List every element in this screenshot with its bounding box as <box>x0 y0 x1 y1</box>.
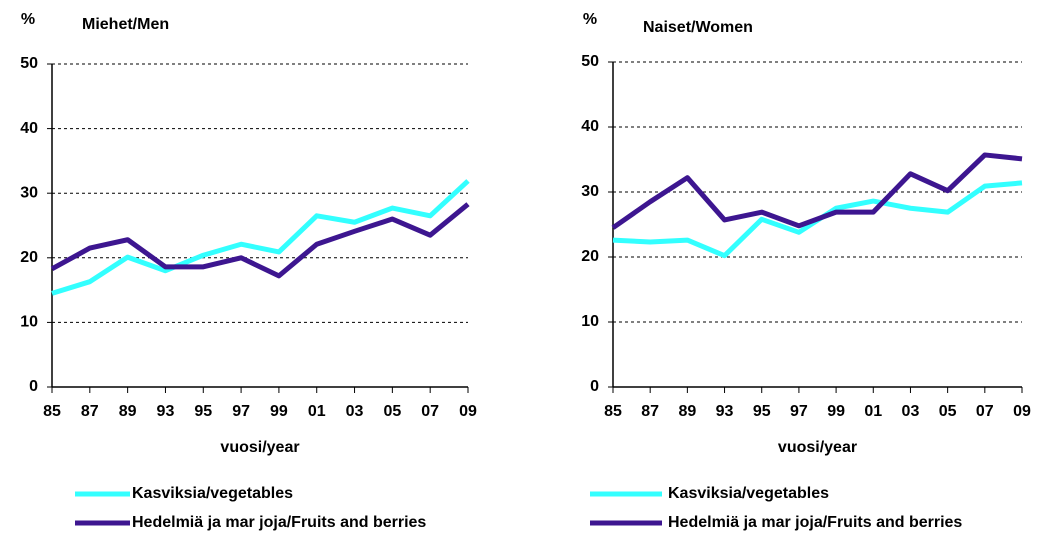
x-tick-label: 85 <box>604 403 622 420</box>
legend-label: Kasviksia/vegetables <box>132 485 293 502</box>
x-tick-label: 05 <box>939 403 957 420</box>
x-tick-label: 07 <box>976 403 994 420</box>
x-tick-label: 95 <box>194 403 212 420</box>
x-tick-label: 05 <box>383 403 401 420</box>
y-tick-label: 10 <box>581 313 599 330</box>
y-tick-label: 0 <box>29 378 38 395</box>
y-tick-label: 50 <box>20 55 38 72</box>
x-tick-label: 89 <box>119 403 137 420</box>
y-tick-label: 30 <box>20 184 38 201</box>
y-axis-label: % <box>21 11 35 28</box>
x-tick-label: 97 <box>232 403 250 420</box>
x-tick-label: 95 <box>753 403 771 420</box>
x-tick-label: 09 <box>459 403 477 420</box>
y-tick-label: 40 <box>20 120 38 137</box>
chart-title: Naiset/Women <box>643 19 753 36</box>
x-tick-label: 99 <box>270 403 288 420</box>
y-tick-label: 10 <box>20 314 38 331</box>
line-series <box>51 179 470 296</box>
y-tick-label: 40 <box>581 118 599 135</box>
legend-label: Hedelmiä ja mar joja/Fruits and berries <box>668 514 962 531</box>
x-tick-label: 99 <box>827 403 845 420</box>
x-tick-label: 85 <box>43 403 61 420</box>
legend-label: Kasviksia/vegetables <box>668 485 829 502</box>
x-tick-label: 97 <box>790 403 808 420</box>
x-tick-label: 87 <box>641 403 659 420</box>
x-tick-label: 01 <box>864 403 882 420</box>
y-tick-label: 30 <box>581 183 599 200</box>
line-series <box>611 152 1023 230</box>
x-tick-label: 93 <box>157 403 175 420</box>
x-tick-label: 07 <box>421 403 439 420</box>
x-tick-label: 93 <box>716 403 734 420</box>
y-tick-label: 20 <box>20 249 38 266</box>
x-tick-label: 89 <box>678 403 696 420</box>
y-axis-label: % <box>583 11 597 28</box>
x-tick-label: 03 <box>902 403 920 420</box>
x-tick-label: 09 <box>1013 403 1031 420</box>
line-series <box>50 202 470 279</box>
y-tick-label: 50 <box>581 53 599 70</box>
x-axis-label: vuosi/year <box>220 439 299 456</box>
legend-label: Hedelmiä ja mar joja/Fruits and berries <box>132 514 426 531</box>
x-tick-label: 03 <box>346 403 364 420</box>
x-axis-label: vuosi/year <box>778 439 857 456</box>
y-tick-label: 0 <box>590 378 599 395</box>
chart-title: Miehet/Men <box>82 16 169 33</box>
y-tick-label: 20 <box>581 248 599 265</box>
x-tick-label: 87 <box>81 403 99 420</box>
x-tick-label: 01 <box>308 403 326 420</box>
